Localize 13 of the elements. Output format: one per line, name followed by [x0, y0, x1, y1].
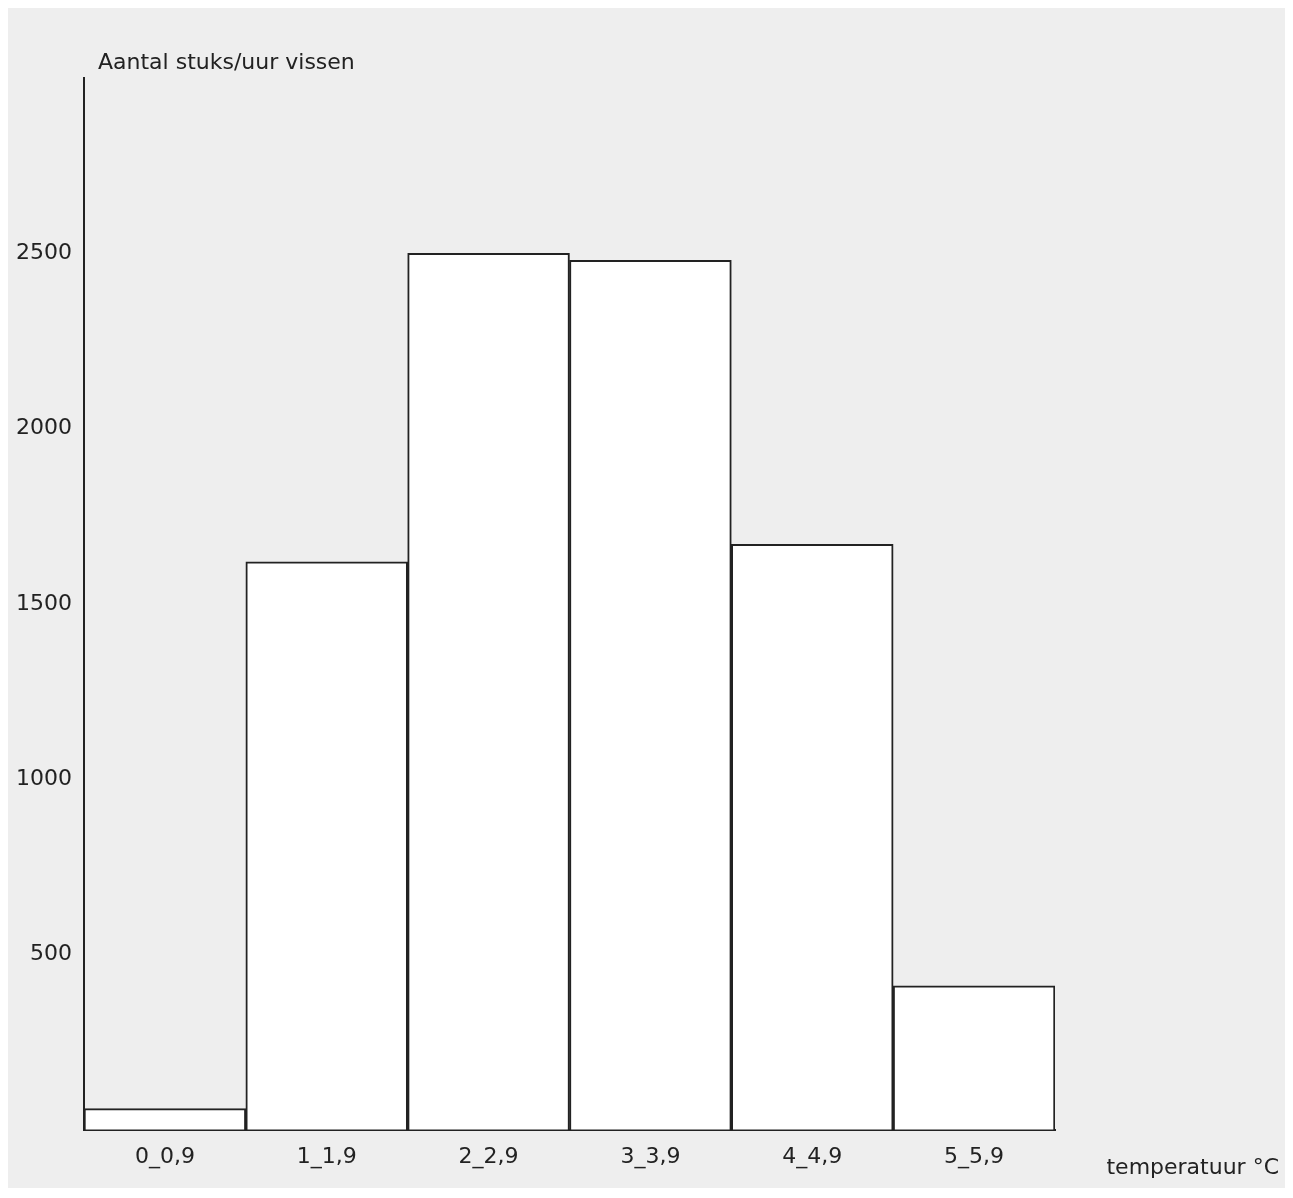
y-tick-label: 1000 [15, 764, 72, 790]
y-tick-label: 1500 [15, 589, 72, 615]
y-axis-title: Aantal stuks/uur vissen [97, 48, 355, 74]
y-tick-label: 500 [29, 940, 72, 966]
x-tick-label: 2_2,9 [458, 1142, 519, 1169]
x-tick-label: 0_0,9 [134, 1142, 195, 1169]
y-tick-label: 2000 [15, 414, 72, 440]
y-tick-label: 2500 [15, 238, 72, 264]
x-tick-label: 4_4,9 [782, 1142, 843, 1169]
x-axis-title: temperatuur °C [1106, 1154, 1279, 1180]
x-tick-label: 1_1,9 [296, 1142, 357, 1169]
x-tick-label: 5_5,9 [944, 1142, 1005, 1169]
x-tick-label: 3_3,9 [620, 1142, 681, 1169]
